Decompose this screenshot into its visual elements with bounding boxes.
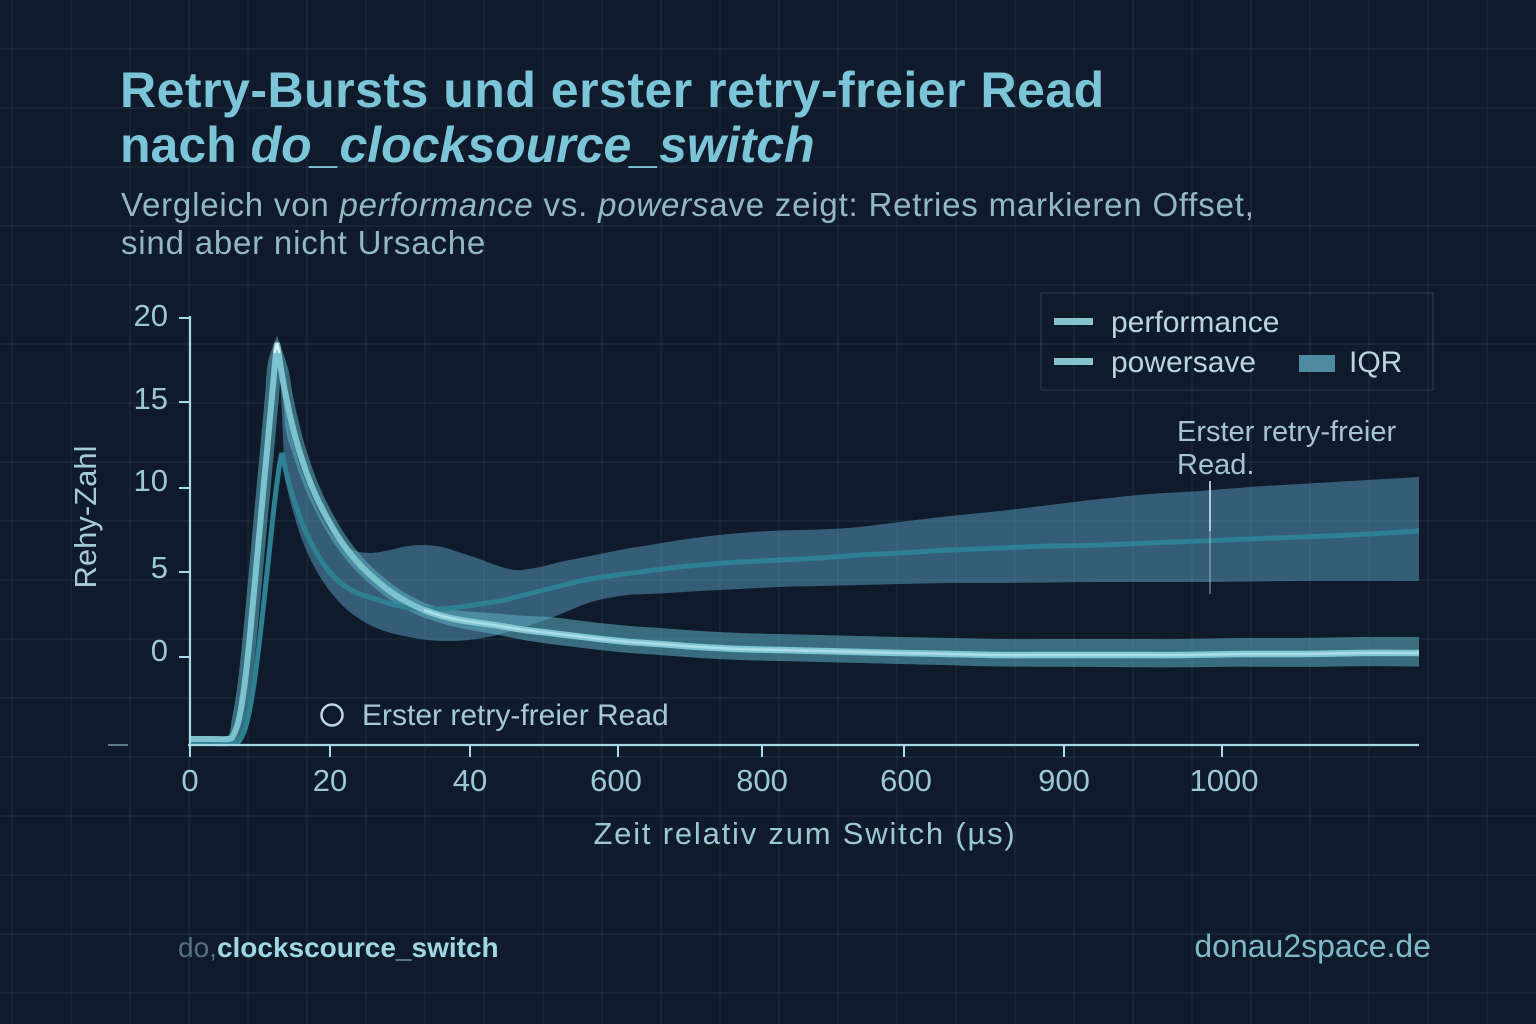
svg-text:1000: 1000 [1190, 763, 1259, 798]
svg-text:Vergleich von performance vs.: Vergleich von performance vs. powersave … [121, 186, 1255, 223]
svg-text:0: 0 [151, 633, 168, 668]
svg-text:10: 10 [134, 463, 168, 498]
svg-text:donau2space.de: donau2space.de [1194, 928, 1431, 964]
svg-text:performance: performance [1111, 306, 1279, 339]
svg-text:Retry-Bursts und erster retry-: Retry-Bursts und erster retry-freier Rea… [120, 62, 1105, 118]
svg-text:5: 5 [151, 550, 168, 585]
svg-text:Erster retry-freier Read: Erster retry-freier Read [362, 699, 669, 732]
svg-text:IQR: IQR [1349, 346, 1402, 379]
svg-text:900: 900 [1038, 763, 1090, 798]
svg-text:20: 20 [313, 763, 347, 798]
svg-text:Rehy-Zahl: Rehy-Zahl [68, 446, 103, 589]
svg-text:Read.: Read. [1177, 449, 1254, 481]
svg-text:Erster retry-freier: Erster retry-freier [1177, 416, 1396, 448]
svg-text:sind aber nicht Ursache: sind aber nicht Ursache [121, 224, 486, 261]
svg-text:0: 0 [181, 763, 198, 798]
svg-text:do,clockscource_switch: do,clockscource_switch [178, 932, 499, 963]
svg-text:15: 15 [134, 381, 168, 416]
svg-text:nach do_clocksource_switch: nach do_clocksource_switch [120, 117, 815, 173]
svg-text:600: 600 [590, 763, 642, 798]
svg-text:20: 20 [134, 298, 168, 333]
svg-text:40: 40 [453, 763, 487, 798]
svg-text:powersave: powersave [1111, 346, 1256, 379]
svg-text:800: 800 [736, 763, 788, 798]
svg-text:600: 600 [880, 763, 932, 798]
svg-text:Zeit relativ zum Switch (µs): Zeit relativ zum Switch (µs) [593, 816, 1016, 851]
